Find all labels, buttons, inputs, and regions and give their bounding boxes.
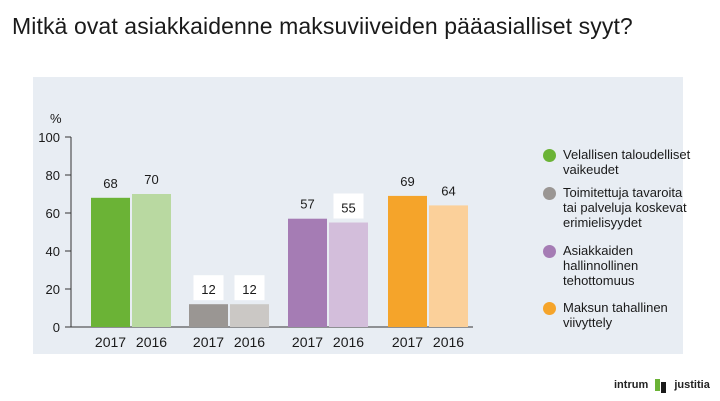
data-label: 64 xyxy=(441,183,455,198)
data-label: 12 xyxy=(242,282,256,297)
chart-panel: % 0 20 40 60 80 100 68 2017 70 2016 12 2017 12 2016 57 2… xyxy=(33,77,690,354)
intrum-justitia-logo: intrum justitia xyxy=(614,377,710,393)
logo-mark-icon xyxy=(655,379,667,393)
bar xyxy=(288,218,327,327)
x-tick-label: 2016 xyxy=(433,334,464,350)
bar xyxy=(230,304,269,327)
page-title: Mitkä ovat asiakkaidenne maksuviiveiden … xyxy=(12,13,633,39)
y-tick-label: 0 xyxy=(53,320,60,335)
logo-left-text: intrum xyxy=(614,379,649,391)
legend-label: Asiakkaiden hallinnollinen tehottomuus xyxy=(563,243,639,288)
x-tick-label: 2016 xyxy=(234,334,265,350)
y-tick-label: 100 xyxy=(38,130,60,145)
data-label-box xyxy=(333,193,364,219)
legend-label: Velallisen taloudelliset vaikeudet xyxy=(563,147,691,177)
bar-chart: % 0 20 40 60 80 100 68 2017 70 2016 12 2017 12 2016 57 2… xyxy=(38,111,473,350)
bar xyxy=(91,197,130,327)
y-tick-label: 40 xyxy=(46,244,60,259)
data-label: 57 xyxy=(300,197,314,212)
x-tick-label: 2017 xyxy=(392,334,423,350)
bar xyxy=(329,222,368,327)
x-tick-label: 2017 xyxy=(193,334,224,350)
x-tick-label: 2017 xyxy=(95,334,126,350)
data-label: 69 xyxy=(400,174,414,189)
data-label: 70 xyxy=(144,172,158,187)
bar xyxy=(189,304,228,327)
x-tick-label: 2016 xyxy=(136,334,167,350)
data-label: 55 xyxy=(341,201,355,216)
y-axis-unit-label: % xyxy=(50,111,62,126)
bar xyxy=(429,205,468,327)
legend-swatch xyxy=(543,245,556,258)
logo-right-text: justitia xyxy=(674,379,710,391)
bar xyxy=(388,195,427,327)
y-tick-label: 80 xyxy=(46,168,60,183)
legend-label: Toimitettuja tavaroita tai palveluja kosk… xyxy=(563,185,687,230)
x-tick-label: 2017 xyxy=(292,334,323,350)
data-label: 12 xyxy=(201,282,215,297)
data-label-box xyxy=(234,275,265,301)
legend-swatch xyxy=(543,187,556,200)
data-label-box xyxy=(193,275,224,301)
y-tick-label: 20 xyxy=(46,282,60,297)
x-tick-label: 2016 xyxy=(333,334,364,350)
legend-label: Maksun tahallinen viivyttely xyxy=(563,300,668,330)
y-tick-label: 60 xyxy=(46,206,60,221)
legend-swatch xyxy=(543,149,556,162)
bar xyxy=(132,194,171,327)
legend-swatch xyxy=(543,302,556,315)
data-label: 68 xyxy=(103,176,117,191)
